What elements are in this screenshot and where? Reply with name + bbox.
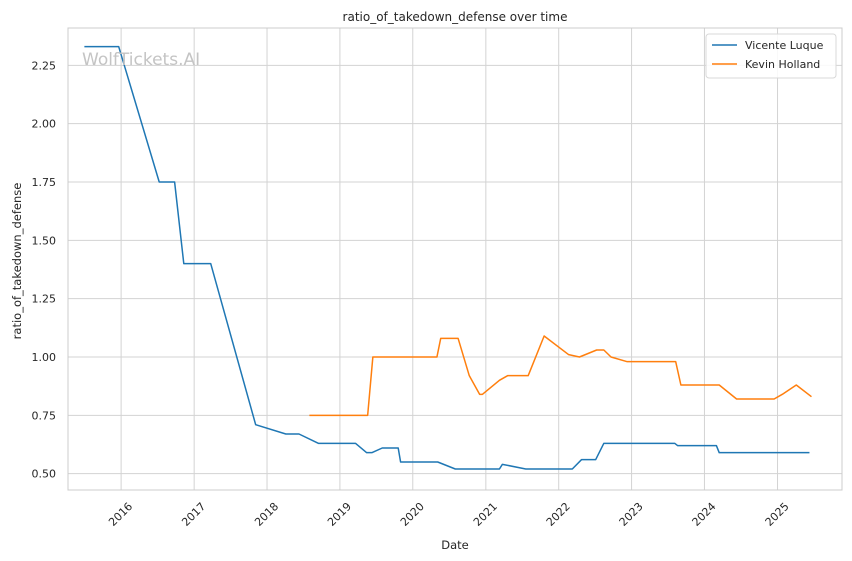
y-tick-label: 0.50 bbox=[32, 468, 57, 481]
x-tick-label: 2021 bbox=[471, 500, 500, 529]
series-line-1 bbox=[84, 45, 810, 470]
plot-area bbox=[68, 28, 842, 490]
y-tick-label: 1.75 bbox=[32, 176, 57, 189]
legend-box bbox=[705, 33, 837, 79]
x-tick-label: 2023 bbox=[617, 500, 646, 529]
legend: Vicente Luque Kevin Holland bbox=[705, 33, 837, 79]
y-tick-label: 2.25 bbox=[32, 59, 57, 72]
y-tick-label: 1.00 bbox=[32, 351, 57, 364]
legend-label-2: Kevin Holland bbox=[745, 58, 820, 71]
x-tick-label: 2024 bbox=[690, 500, 719, 529]
x-tick-label: 2016 bbox=[106, 500, 135, 529]
y-tick-labels: 0.50 0.75 1.00 1.25 1.50 1.75 2.00 2.25 bbox=[32, 59, 57, 480]
y-gridlines bbox=[68, 64, 842, 475]
y-tick-label: 1.25 bbox=[32, 293, 57, 306]
y-tick-label: 1.50 bbox=[32, 234, 57, 247]
y-tick-label: 0.75 bbox=[32, 409, 57, 422]
x-tick-label: 2019 bbox=[325, 500, 354, 529]
y-tick-label: 2.00 bbox=[32, 118, 57, 131]
series-line-2 bbox=[309, 335, 812, 417]
x-tick-label: 2017 bbox=[179, 500, 208, 529]
x-tick-label: 2022 bbox=[544, 500, 573, 529]
plot-frame bbox=[67, 27, 843, 491]
series-layer bbox=[84, 45, 812, 470]
x-gridlines bbox=[120, 28, 779, 490]
y-axis-title: ratio_of_takedown_defense bbox=[10, 183, 24, 340]
x-tick-labels: 2016 2017 2018 2019 2020 2021 2022 2023 2024 2025 bbox=[106, 500, 791, 529]
watermark-text: WolfTickets.AI bbox=[82, 50, 200, 70]
x-tick-label: 2025 bbox=[763, 500, 792, 529]
legend-label-1: Vicente Luque bbox=[745, 39, 824, 52]
x-tick-label: 2020 bbox=[398, 500, 427, 529]
x-tick-label: 2018 bbox=[252, 500, 281, 529]
x-axis-title: Date bbox=[441, 538, 469, 552]
chart-title: ratio_of_takedown_defense over time bbox=[343, 10, 568, 24]
